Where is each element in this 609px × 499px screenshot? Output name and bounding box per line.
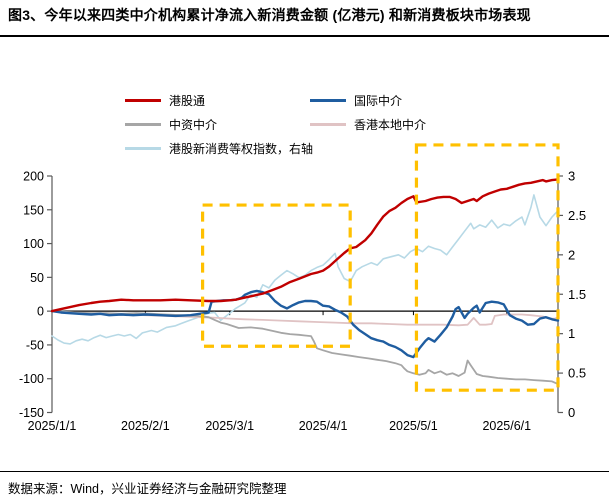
svg-text:1.5: 1.5 (568, 287, 586, 302)
svg-text:3: 3 (568, 169, 575, 184)
x-axis: 2025/1/1 2025/2/1 2025/3/1 2025/4/1 2025/5/1… (28, 310, 558, 433)
legend-item: 香港本地中介 (310, 116, 426, 132)
svg-text:2025/3/1: 2025/3/1 (205, 419, 254, 433)
legend-item: 港股新消费等权指数，右轴 (125, 140, 313, 156)
svg-text:150: 150 (23, 203, 44, 217)
legend-item: 港股通 (125, 92, 205, 108)
svg-text:2025/4/1: 2025/4/1 (299, 419, 348, 433)
legend-item: 国际中介 (310, 92, 402, 108)
svg-text:0.5: 0.5 (568, 366, 586, 381)
svg-text:-100: -100 (19, 372, 44, 386)
legend-item: 中资中介 (125, 116, 217, 132)
svg-text:0: 0 (568, 405, 575, 420)
highlight-box-1 (200, 203, 352, 348)
svg-text:2025/5/1: 2025/5/1 (389, 419, 438, 433)
figure-title: 图3、今年以来四类中介机构累计净流入新消费金额 (亿港元) 和新消费板块市场表现 (0, 0, 609, 37)
series-line-4 (51, 194, 559, 345)
highlight-box-2 (414, 143, 560, 392)
legend-label: 港股新消费等权指数，右轴 (169, 141, 314, 156)
chart-canvas: 200150100500-50-100-15032.521.510.502025… (19, 143, 586, 433)
svg-text:1: 1 (568, 326, 575, 341)
svg-text:2025/1/1: 2025/1/1 (28, 419, 77, 433)
svg-text:2025/6/1: 2025/6/1 (482, 419, 531, 433)
svg-text:-150: -150 (19, 406, 44, 420)
svg-text:0: 0 (37, 305, 44, 319)
svg-text:-50: -50 (26, 338, 44, 352)
legend-label: 中资中介 (169, 117, 218, 132)
legend-swatch-gray-line (125, 122, 161, 126)
legend-label: 港股通 (169, 93, 206, 108)
legend-swatch-red-line (125, 98, 161, 102)
svg-text:200: 200 (23, 170, 44, 184)
legend-label: 国际中介 (354, 93, 403, 108)
series-line-0 (50, 178, 560, 313)
legend-swatch-lightblue-line (125, 146, 161, 150)
series-lines (50, 178, 560, 386)
legend-label: 香港本地中介 (354, 117, 427, 132)
legend-swatch-pink-line (310, 122, 346, 126)
left-axis: 200 150 100 50 0 -50 -100 -150 (19, 170, 53, 420)
data-source: 数据来源：Wind，兴业证券经济与金融研究院整理 (0, 471, 609, 497)
svg-text:2: 2 (568, 247, 575, 262)
svg-text:50: 50 (30, 271, 44, 285)
right-axis: 3 2.5 2 1.5 1 0.5 0 (557, 169, 586, 420)
series-line-2 (51, 310, 559, 386)
svg-text:2.5: 2.5 (568, 208, 586, 223)
svg-text:100: 100 (23, 237, 44, 251)
highlight-boxes (200, 143, 560, 392)
svg-text:2025/2/1: 2025/2/1 (121, 419, 170, 433)
legend-swatch-blue-line (310, 98, 346, 102)
series-line-1 (50, 289, 560, 359)
